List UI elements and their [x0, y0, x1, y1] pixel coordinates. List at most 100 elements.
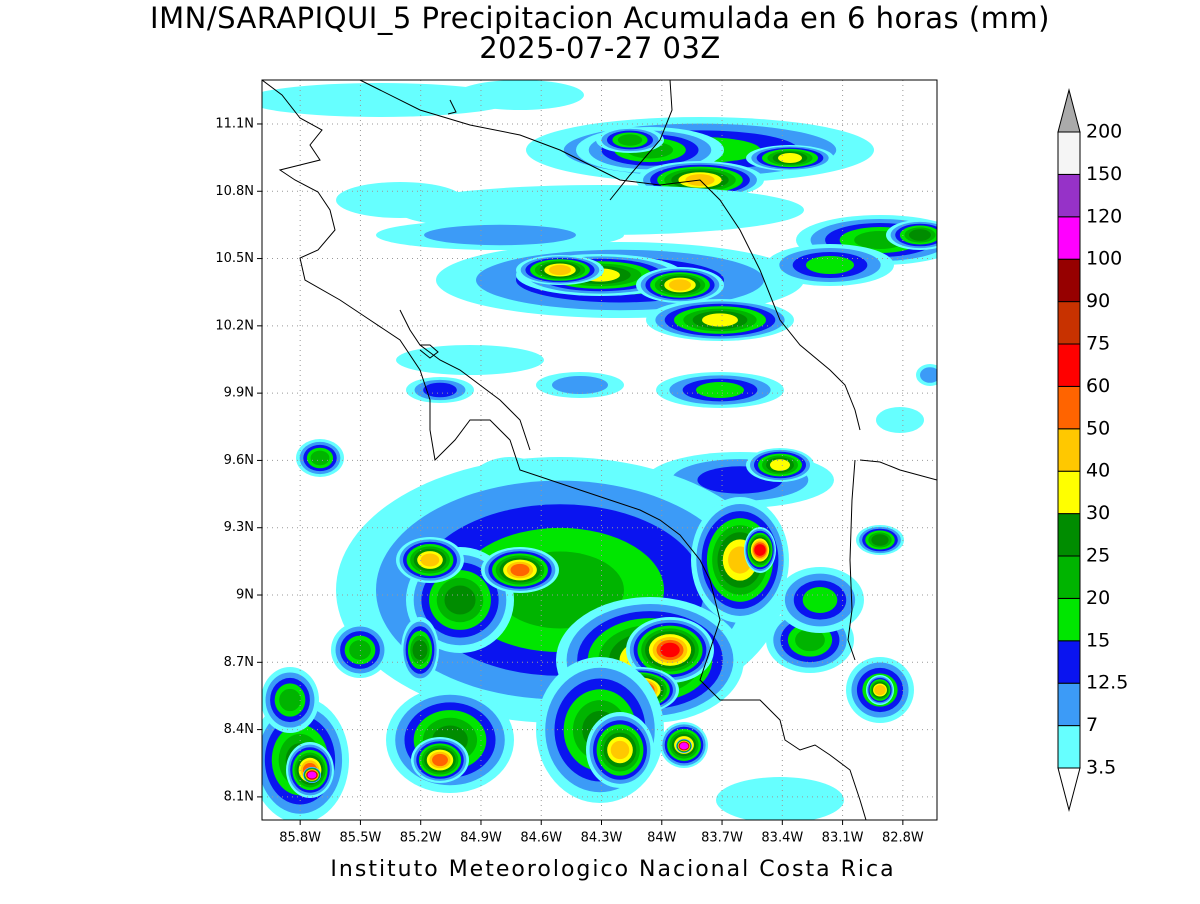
lon-tick-label: 83.7W	[701, 831, 743, 846]
colorbar-segment	[1057, 216, 1081, 260]
precip-area	[432, 753, 448, 767]
colorbar-label: 75	[1086, 333, 1110, 355]
precip-area	[874, 684, 886, 696]
precip-area	[806, 256, 854, 274]
precip-area	[552, 376, 608, 394]
precip-area	[548, 264, 572, 276]
precip-area	[660, 642, 680, 658]
precip-area	[909, 229, 931, 241]
coastline	[399, 309, 531, 451]
lat-tick-label: 9.9N	[224, 386, 254, 401]
precip-area	[510, 563, 530, 577]
precip-area	[336, 182, 464, 218]
colorbar-segment	[1057, 597, 1081, 642]
grid: 11.1N 10.8N 10.5N 10.2N 9.9N 9.6N 9.3N 9N 8.7N 8.…	[215, 80, 937, 846]
precip-area	[279, 688, 301, 712]
precip-area	[696, 382, 744, 398]
precip-area	[310, 450, 330, 466]
precip-area	[920, 367, 937, 383]
precip-area	[307, 771, 317, 779]
precip-area	[716, 777, 844, 820]
precip-area	[871, 534, 889, 546]
colorbar-segment	[1057, 428, 1081, 472]
colorbar-label: 7	[1086, 714, 1098, 736]
colorbar: 3.5 7 12.5 15 20 25 30 40 50 60 75 90 100 120 150 200	[1057, 88, 1128, 812]
colorbar-segment	[1057, 301, 1081, 345]
lat-tick-label: 9.3N	[224, 520, 254, 535]
precip-area	[444, 585, 476, 615]
lon-tick-label: 84.3W	[581, 831, 623, 846]
lon-tick-label: 84.9W	[460, 831, 502, 846]
precip-area	[617, 134, 643, 146]
colorbar-label: 60	[1086, 375, 1110, 397]
precip-area	[396, 345, 544, 375]
colorbar-segment	[1057, 131, 1081, 175]
coastlines	[262, 80, 937, 820]
colorbar-segment	[1057, 555, 1081, 599]
colorbar-segment	[1057, 682, 1081, 727]
precip-area	[795, 628, 825, 652]
lon-tick-label: 84.6W	[520, 831, 562, 846]
precip-area	[262, 83, 514, 117]
lon-tick-label: 85.5W	[340, 831, 382, 846]
colorbar-label: 20	[1086, 587, 1110, 609]
precip-area	[610, 740, 630, 760]
lon-tick-label: 85.8W	[279, 831, 321, 846]
lat-tick-label: 9N	[236, 588, 254, 603]
colorbar-segment	[1057, 173, 1081, 218]
colorbar-segment	[1057, 725, 1081, 769]
coastline	[262, 80, 867, 820]
border	[847, 459, 856, 661]
colorbar-segment	[1057, 640, 1081, 684]
precip-area	[423, 382, 457, 398]
precip-area	[679, 742, 689, 750]
footer: Instituto Meteorologico Nacional Costa R…	[330, 857, 895, 882]
precip-area	[770, 459, 790, 471]
colorbar-label: 150	[1086, 163, 1122, 185]
lon-tick-label: 84W	[647, 831, 677, 846]
lon-tick-label: 83.1W	[822, 831, 864, 846]
subtitle: 2025-07-27 03Z	[479, 31, 721, 65]
precip-area	[412, 640, 428, 660]
lat-tick-label: 8.7N	[224, 655, 254, 670]
colorbar-label: 40	[1086, 460, 1110, 482]
lat-tick-label: 10.5N	[215, 251, 254, 266]
colorbar-segment	[1057, 470, 1081, 515]
colorbar-segment	[1057, 385, 1081, 430]
colorbar-label: 15	[1086, 629, 1110, 651]
lon-tick-label: 85.2W	[400, 831, 442, 846]
lat-tick-label: 8.1N	[224, 789, 254, 804]
lon-tick-label: 82.8W	[882, 831, 924, 846]
title: IMN/SARAPIQUI_5 Precipitacion Acumulada …	[150, 1, 1050, 35]
colorbar-segment	[1057, 343, 1081, 387]
lon-tick-label: 83.4W	[761, 831, 803, 846]
colorbar-segment	[1057, 513, 1081, 557]
precip-area	[802, 587, 838, 613]
lat-tick-label: 8.4N	[224, 722, 254, 737]
colorbar-label: 100	[1086, 248, 1122, 270]
colorbar-label: 30	[1086, 502, 1110, 524]
lat-tick-label: 9.6N	[224, 453, 254, 468]
colorbar-over	[1057, 88, 1081, 133]
colorbar-segment	[1057, 258, 1081, 303]
colorbar-under	[1057, 767, 1081, 812]
lat-tick-label: 10.2N	[215, 318, 254, 333]
coastline	[359, 80, 861, 431]
border	[609, 80, 673, 201]
coastline	[447, 99, 457, 115]
colorbar-label: 12.5	[1086, 672, 1128, 694]
precip-area	[420, 553, 440, 567]
lat-tick-label: 11.1N	[215, 116, 254, 131]
colorbar-label: 200	[1086, 121, 1122, 143]
precip-field	[262, 80, 937, 820]
map-frame	[261, 79, 938, 821]
lat-tick-label: 10.8N	[215, 184, 254, 199]
precip-area	[424, 224, 576, 246]
colorbar-label: 120	[1086, 205, 1122, 227]
coastline	[419, 344, 439, 359]
border	[859, 459, 937, 481]
precip-area	[456, 80, 584, 110]
precip-area	[876, 407, 924, 433]
